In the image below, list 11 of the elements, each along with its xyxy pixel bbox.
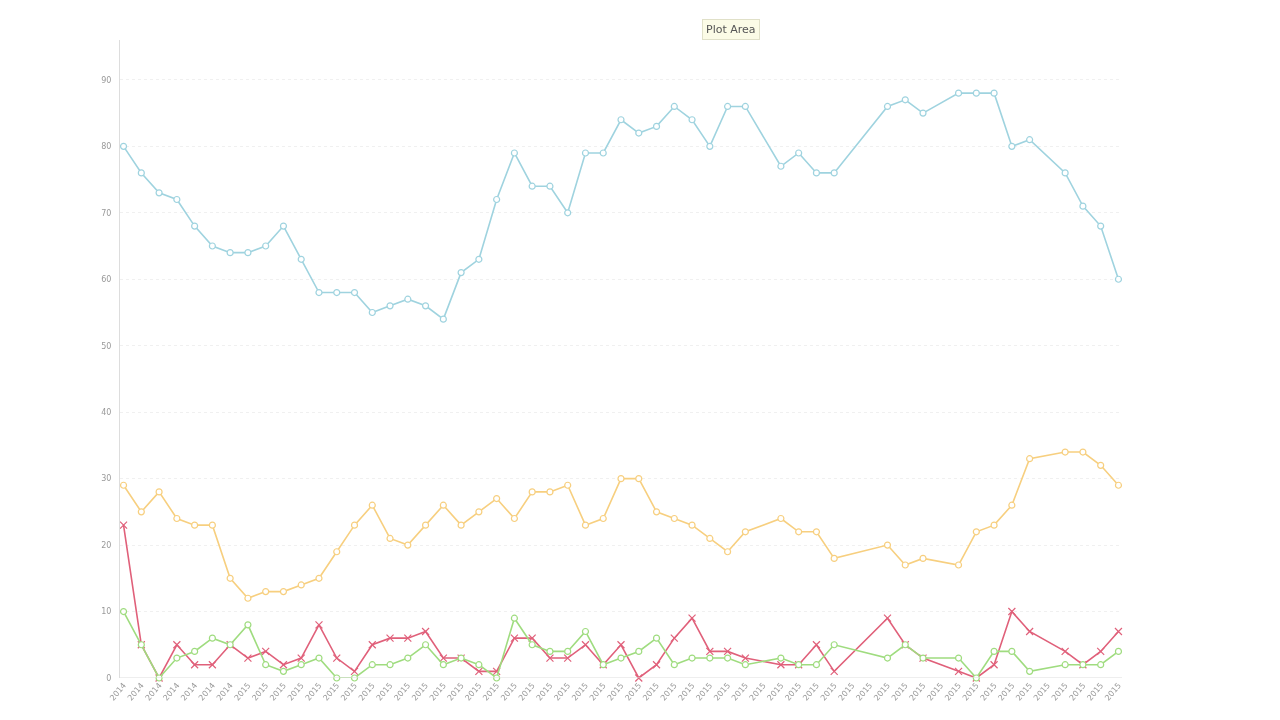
y-tick-label: 10 xyxy=(101,607,112,617)
y-tick-label: 30 xyxy=(101,474,112,484)
y-tick-label: 0 xyxy=(106,673,112,683)
y-tick-label: 90 xyxy=(101,75,112,85)
y-tick-label: 80 xyxy=(101,142,112,152)
text: Plot Area xyxy=(706,23,756,36)
y-tick-label: 70 xyxy=(101,208,112,218)
y-tick-label: 40 xyxy=(101,407,112,417)
y-tick-label: 20 xyxy=(101,540,112,550)
y-tick-label: 60 xyxy=(101,275,112,285)
y-tick-label: 50 xyxy=(101,341,112,351)
